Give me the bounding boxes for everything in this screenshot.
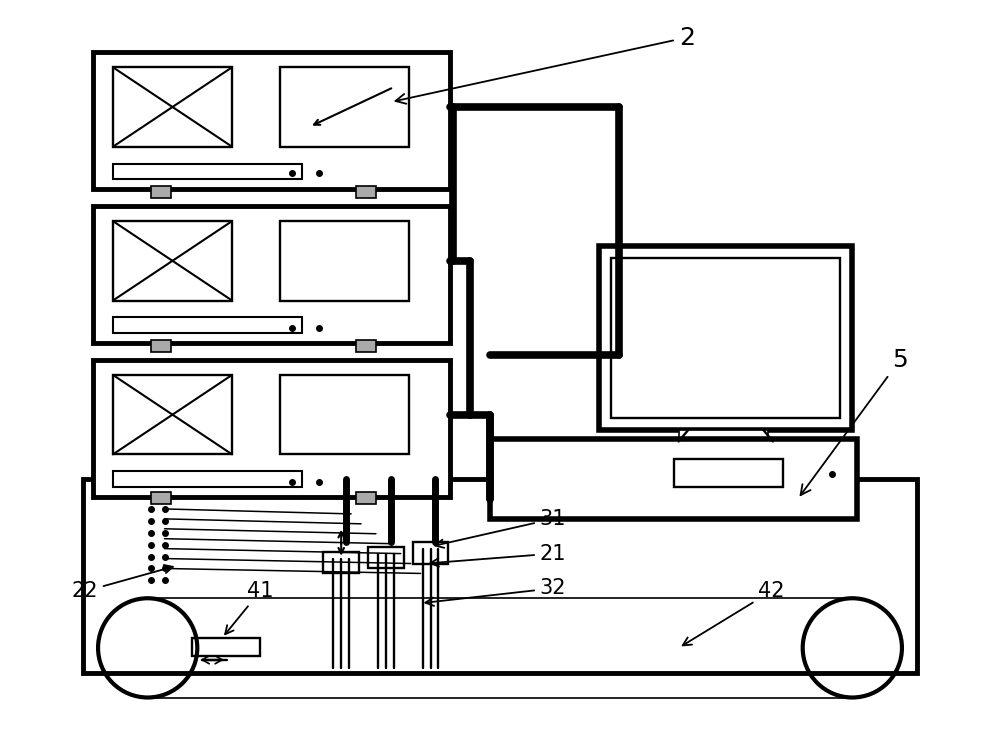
Bar [356,492,376,504]
Bar [356,340,376,352]
Bar [490,439,857,519]
Bar [93,52,450,189]
Bar [413,542,448,564]
Bar [151,186,171,198]
Bar [151,492,171,504]
Bar [93,360,450,497]
Bar [113,375,232,454]
Text: 21: 21 [430,544,566,567]
Bar [674,459,783,487]
Bar [151,340,171,352]
Text: 32: 32 [425,579,566,606]
Bar [611,258,840,418]
Bar [113,221,232,301]
Bar [192,638,260,656]
Bar [323,551,359,573]
Bar [280,375,409,454]
Text: 31: 31 [435,509,566,548]
Bar [113,67,232,147]
Text: 42: 42 [683,581,785,646]
Bar [679,430,768,441]
Text: 22: 22 [72,565,173,601]
Bar [356,186,376,198]
Bar [280,221,409,301]
Bar [113,471,302,487]
Bar [280,67,409,147]
Bar [113,164,302,179]
Bar [368,547,404,568]
Bar [83,479,917,673]
Text: 2: 2 [396,26,695,104]
Bar [113,318,302,333]
Bar [93,206,450,343]
Bar [599,246,852,430]
Text: 41: 41 [225,581,273,635]
Text: 5: 5 [801,348,908,495]
